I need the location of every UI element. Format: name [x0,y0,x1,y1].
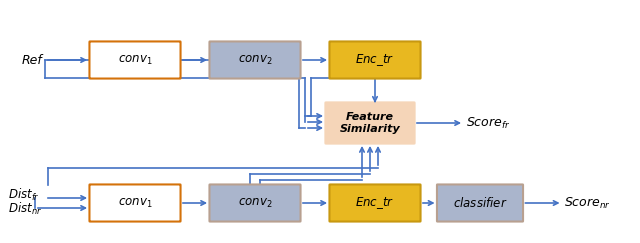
FancyBboxPatch shape [325,102,415,144]
Text: $conv_2$: $conv_2$ [237,53,272,67]
FancyBboxPatch shape [437,184,523,222]
Text: Feature
Similarity: Feature Similarity [340,112,401,134]
FancyBboxPatch shape [90,184,180,222]
Text: $conv_2$: $conv_2$ [237,196,272,209]
Text: $Enc\_tr$: $Enc\_tr$ [355,52,395,68]
Text: $Dist_{fr}$: $Dist_{fr}$ [8,187,40,203]
Text: $conv_1$: $conv_1$ [118,196,152,209]
Text: Ref: Ref [22,53,43,67]
Text: $Enc\_tr$: $Enc\_tr$ [355,195,395,211]
Text: $Score_{fr}$: $Score_{fr}$ [466,115,511,130]
FancyBboxPatch shape [330,42,420,78]
FancyBboxPatch shape [209,42,301,78]
Text: $classifier$: $classifier$ [452,196,508,210]
Text: $conv_1$: $conv_1$ [118,53,152,67]
Text: $Dist_{nr}$: $Dist_{nr}$ [8,201,42,217]
FancyBboxPatch shape [330,184,420,222]
FancyBboxPatch shape [209,184,301,222]
Text: $Score_{nr}$: $Score_{nr}$ [564,195,611,210]
FancyBboxPatch shape [90,42,180,78]
